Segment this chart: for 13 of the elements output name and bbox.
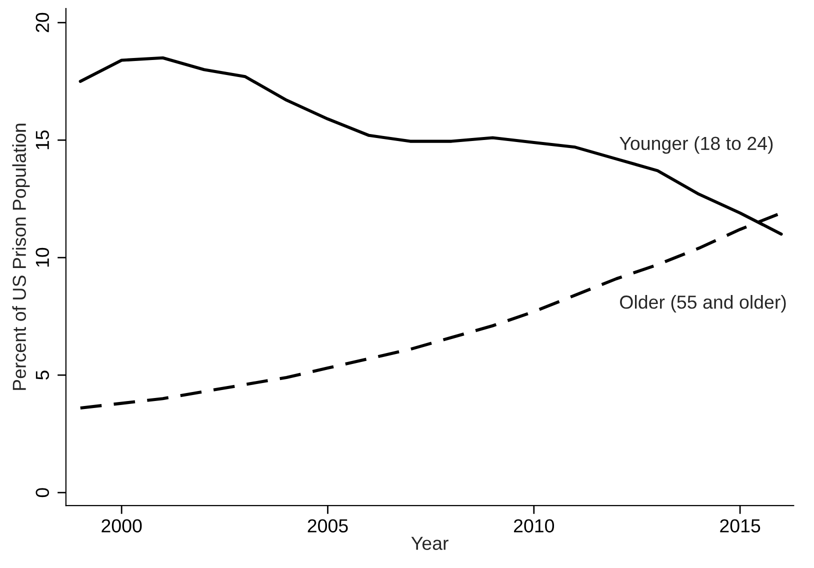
y-tick-label: 10	[36, 248, 50, 267]
series-label: Younger (18 to 24)	[620, 136, 773, 154]
x-tick-label: 2000	[102, 519, 142, 532]
series-label: Older (55 and older)	[620, 295, 786, 312]
y-tick-label: 5	[36, 370, 50, 380]
y-tick-label: 0	[36, 488, 50, 498]
y-axis-title: Percent of US Prison Population	[12, 124, 30, 390]
x-tick-label: 2005	[308, 519, 348, 532]
x-tick-label: 2010	[514, 519, 554, 532]
x-axis-title: Year	[411, 536, 448, 550]
y-tick-label: 20	[36, 12, 50, 32]
x-tick-label: 2015	[720, 519, 760, 532]
y-tick-label: 15	[36, 130, 50, 150]
